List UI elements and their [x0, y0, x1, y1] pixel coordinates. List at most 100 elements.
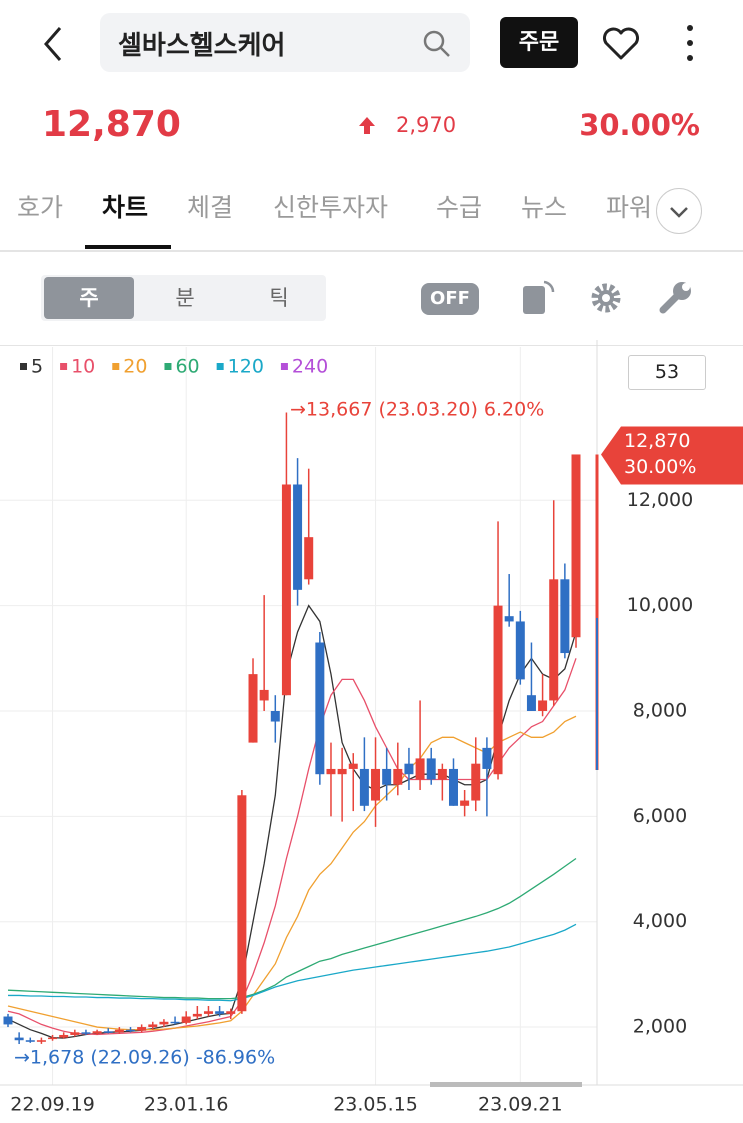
candle-body	[148, 1024, 158, 1028]
price-change: 2,970	[396, 113, 457, 137]
candle-body	[25, 1040, 35, 1042]
candle-body	[437, 768, 447, 780]
ma-line	[7, 715, 577, 1031]
candle-body	[114, 1029, 124, 1033]
candle-body	[215, 1011, 225, 1014]
candle-body	[415, 758, 425, 780]
search-icon	[423, 30, 450, 57]
period-option[interactable]: 분	[175, 286, 195, 310]
legend-swatch	[20, 363, 27, 370]
x-tick-label: 23.05.15	[333, 1094, 418, 1116]
candle-body	[192, 1013, 202, 1017]
ma-line	[8, 923, 577, 1002]
period-option[interactable]: 틱	[269, 286, 289, 310]
x-tick-label: 23.09.21	[478, 1094, 563, 1116]
legend-swatch	[280, 363, 288, 370]
candle-body	[526, 695, 536, 711]
candle-body	[270, 710, 280, 722]
candle-body	[560, 579, 570, 654]
candle-body	[226, 1011, 236, 1014]
candle-body	[471, 763, 481, 801]
ma-line	[7, 658, 577, 1036]
y-tick-label: 8,000	[633, 699, 687, 721]
candle-body	[137, 1027, 147, 1031]
legend-label: 20	[123, 356, 147, 378]
tab-expand-button[interactable]	[656, 188, 702, 234]
candle-body	[59, 1034, 69, 1038]
indicator-toggle[interactable]: OFF	[421, 283, 479, 315]
tab[interactable]: 뉴스	[521, 193, 568, 222]
candle-body	[248, 674, 258, 743]
stock-name: 셀바스헬스케어	[118, 31, 286, 61]
rotate-icon[interactable]	[520, 278, 560, 318]
candle-body	[371, 768, 381, 801]
y-tick-label: 2,000	[633, 1016, 687, 1038]
candle-count[interactable]: 53	[628, 355, 706, 390]
candle-body	[326, 768, 336, 775]
candle-body	[3, 1016, 13, 1025]
candle-body	[14, 1037, 24, 1041]
divider	[0, 345, 743, 346]
candle-body	[337, 768, 347, 775]
y-tick-label: 12,000	[627, 489, 693, 511]
candle-body	[159, 1021, 169, 1025]
change-rate: 30.00%	[579, 108, 700, 142]
search-box[interactable]: 셀바스헬스케어	[100, 13, 470, 72]
candle-body	[404, 763, 414, 775]
tab[interactable]: 호가	[17, 193, 64, 222]
y-tick-label: 6,000	[633, 805, 687, 827]
tab[interactable]: 신한투자자	[273, 193, 389, 222]
chart: 22.09.19 23.01.16 23.05.15 23.09.21 2,000 4,0…	[0, 340, 743, 1116]
period-option[interactable]: 주	[44, 277, 134, 319]
candle-body	[126, 1029, 136, 1032]
candle-body	[460, 800, 470, 806]
legend-label: 240	[292, 356, 328, 378]
candle-body	[81, 1032, 91, 1034]
candle-body	[181, 1016, 191, 1023]
candle-body	[170, 1021, 180, 1024]
legend-swatch	[216, 363, 224, 370]
current-price-label: 12,870	[624, 430, 690, 452]
ma-line	[7, 604, 577, 1039]
tool-icon[interactable]	[657, 280, 695, 316]
candle-body	[571, 454, 581, 638]
candle-body	[259, 689, 269, 701]
y-tick-label: 10,000	[627, 594, 693, 616]
order-button[interactable]: 주문	[500, 17, 578, 68]
favorite-button[interactable]	[600, 24, 642, 64]
candle-body	[36, 1040, 46, 1042]
legend-swatch	[60, 363, 68, 370]
x-tick-label: 23.01.16	[144, 1094, 229, 1116]
ma-line	[7, 857, 577, 1000]
candle-body	[237, 795, 247, 1012]
legend-label: 120	[228, 356, 264, 378]
legend-swatch	[112, 363, 120, 370]
candle-body	[304, 537, 314, 580]
candle-body	[538, 700, 548, 711]
tab[interactable]: 파워	[606, 193, 652, 222]
candle-body	[48, 1037, 58, 1040]
current-price-flag	[601, 426, 743, 485]
candle-body	[293, 484, 303, 590]
candle-body	[493, 605, 503, 775]
divider	[0, 250, 743, 252]
x-tick-label: 22.09.19	[10, 1094, 95, 1116]
candle-body	[203, 1011, 213, 1014]
legend-swatch	[164, 363, 172, 370]
candle-body	[382, 768, 392, 785]
legend-label: 5	[31, 356, 43, 378]
more-button[interactable]	[682, 22, 698, 66]
back-button[interactable]	[38, 24, 68, 64]
candle-body	[70, 1032, 80, 1035]
candle-body	[448, 768, 458, 806]
tab[interactable]: 수급	[436, 193, 483, 222]
low-annotation: →1,678 (22.09.26) -86.96%	[14, 1047, 275, 1069]
scroll-bar	[430, 1082, 582, 1087]
settings-icon[interactable]	[588, 280, 624, 316]
tab-underline	[85, 245, 171, 249]
tab[interactable]: 차트	[102, 193, 149, 222]
tab[interactable]: 체결	[187, 193, 234, 222]
candle-body	[103, 1031, 113, 1033]
legend-label: 10	[71, 356, 95, 378]
